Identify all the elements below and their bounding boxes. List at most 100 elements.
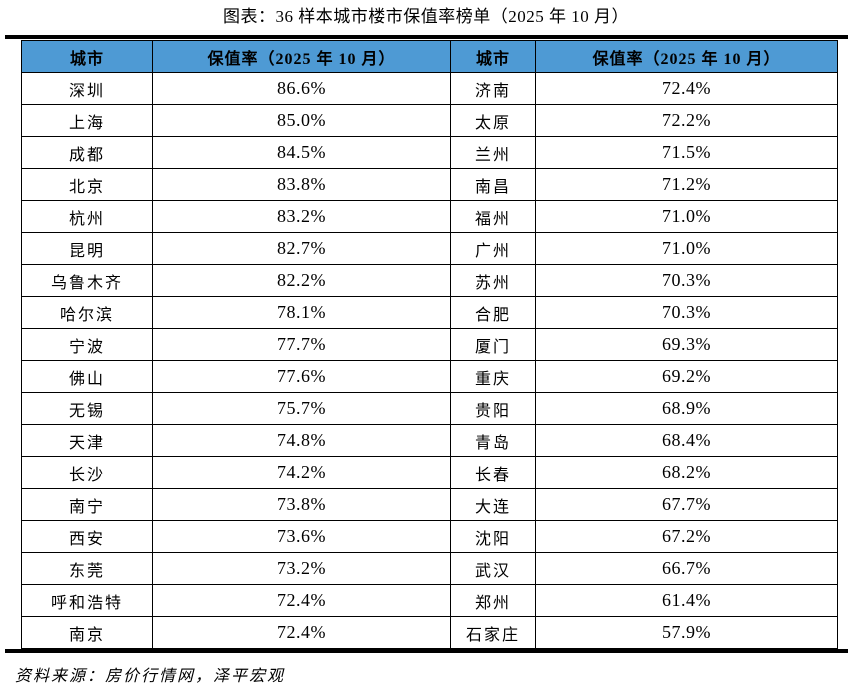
retention-rate-table: 城市 保值率（2025 年 10 月） 城市 保值率（2025 年 10 月） … <box>21 40 838 649</box>
city-cell: 长春 <box>450 456 536 489</box>
source-note: 资料来源：房价行情网，泽平宏观 <box>15 668 286 685</box>
table-row: 呼和浩特 72.4% 郑州 61.4% <box>21 584 838 617</box>
city-cell: 石家庄 <box>450 616 536 649</box>
table-row: 宁波 77.7% 厦门 69.3% <box>21 328 838 361</box>
city-cell: 东莞 <box>21 552 153 585</box>
rate-cell: 57.9% <box>535 616 838 649</box>
rate-cell: 71.0% <box>535 200 838 233</box>
city-cell: 西安 <box>21 520 153 553</box>
table-row: 北京 83.8% 南昌 71.2% <box>21 168 838 201</box>
rate-cell: 86.6% <box>152 72 451 105</box>
city-cell: 合肥 <box>450 296 536 329</box>
table-row: 成都 84.5% 兰州 71.5% <box>21 136 838 169</box>
city-cell: 无锡 <box>21 392 153 425</box>
city-cell: 苏州 <box>450 264 536 297</box>
rate-cell: 71.0% <box>535 232 838 265</box>
city-cell: 太原 <box>450 104 536 137</box>
table-row: 乌鲁木齐 82.2% 苏州 70.3% <box>21 264 838 297</box>
top-rule-divider <box>5 35 848 39</box>
rate-cell: 75.7% <box>152 392 451 425</box>
rate-cell: 67.7% <box>535 488 838 521</box>
city-cell: 重庆 <box>450 360 536 393</box>
header-row: 城市 保值率（2025 年 10 月） 城市 保值率（2025 年 10 月） <box>21 40 838 73</box>
table-row: 佛山 77.6% 重庆 69.2% <box>21 360 838 393</box>
rate-cell: 71.5% <box>535 136 838 169</box>
rate-cell: 73.8% <box>152 488 451 521</box>
city-cell: 南昌 <box>450 168 536 201</box>
table-row: 杭州 83.2% 福州 71.0% <box>21 200 838 233</box>
rate-cell: 77.7% <box>152 328 451 361</box>
city-cell: 青岛 <box>450 424 536 457</box>
rate-cell: 68.9% <box>535 392 838 425</box>
table-row: 上海 85.0% 太原 72.2% <box>21 104 838 137</box>
city-cell: 深圳 <box>21 72 153 105</box>
rate-cell: 85.0% <box>152 104 451 137</box>
rate-cell: 74.8% <box>152 424 451 457</box>
city-cell: 呼和浩特 <box>21 584 153 617</box>
table-row: 无锡 75.7% 贵阳 68.9% <box>21 392 838 425</box>
city-cell: 天津 <box>21 424 153 457</box>
city-cell: 佛山 <box>21 360 153 393</box>
table-body: 深圳 86.6% 济南 72.4% 上海 85.0% 太原 72.2% 成都 84.5% 兰州 71.… <box>21 72 838 649</box>
table-row: 长沙 74.2% 长春 68.2% <box>21 456 838 489</box>
rate-cell: 72.4% <box>152 616 451 649</box>
rate-cell: 72.4% <box>535 72 838 105</box>
rate-cell: 74.2% <box>152 456 451 489</box>
table-row: 昆明 82.7% 广州 71.0% <box>21 232 838 265</box>
city-cell: 乌鲁木齐 <box>21 264 153 297</box>
rate-cell: 83.8% <box>152 168 451 201</box>
city-cell: 杭州 <box>21 200 153 233</box>
city-cell: 沈阳 <box>450 520 536 553</box>
header-city-left: 城市 <box>21 40 153 73</box>
rate-cell: 70.3% <box>535 264 838 297</box>
city-cell: 北京 <box>21 168 153 201</box>
table-header: 城市 保值率（2025 年 10 月） 城市 保值率（2025 年 10 月） <box>21 40 838 73</box>
city-cell: 郑州 <box>450 584 536 617</box>
rate-cell: 71.2% <box>535 168 838 201</box>
table-row: 深圳 86.6% 济南 72.4% <box>21 72 838 105</box>
city-cell: 上海 <box>21 104 153 137</box>
rate-cell: 78.1% <box>152 296 451 329</box>
city-cell: 武汉 <box>450 552 536 585</box>
city-cell: 昆明 <box>21 232 153 265</box>
city-cell: 广州 <box>450 232 536 265</box>
city-cell: 厦门 <box>450 328 536 361</box>
city-cell: 成都 <box>21 136 153 169</box>
rate-cell: 61.4% <box>535 584 838 617</box>
city-cell: 南京 <box>21 616 153 649</box>
table-row: 西安 73.6% 沈阳 67.2% <box>21 520 838 553</box>
city-cell: 宁波 <box>21 328 153 361</box>
city-cell: 哈尔滨 <box>21 296 153 329</box>
rate-cell: 68.4% <box>535 424 838 457</box>
rate-cell: 73.2% <box>152 552 451 585</box>
header-rate-right: 保值率（2025 年 10 月） <box>535 40 838 73</box>
table-row: 天津 74.8% 青岛 68.4% <box>21 424 838 457</box>
bottom-rule-divider <box>5 649 848 653</box>
rate-cell: 73.6% <box>152 520 451 553</box>
rate-cell: 70.3% <box>535 296 838 329</box>
city-cell: 大连 <box>450 488 536 521</box>
rate-cell: 72.2% <box>535 104 838 137</box>
rate-cell: 69.3% <box>535 328 838 361</box>
city-cell: 兰州 <box>450 136 536 169</box>
header-rate-left: 保值率（2025 年 10 月） <box>152 40 451 73</box>
table-row: 哈尔滨 78.1% 合肥 70.3% <box>21 296 838 329</box>
table-row: 东莞 73.2% 武汉 66.7% <box>21 552 838 585</box>
rate-cell: 84.5% <box>152 136 451 169</box>
rate-cell: 68.2% <box>535 456 838 489</box>
header-city-right: 城市 <box>450 40 536 73</box>
city-cell: 贵阳 <box>450 392 536 425</box>
rate-cell: 69.2% <box>535 360 838 393</box>
city-cell: 福州 <box>450 200 536 233</box>
rate-cell: 67.2% <box>535 520 838 553</box>
table-row: 南宁 73.8% 大连 67.7% <box>21 488 838 521</box>
page-title: 图表：36 样本城市楼市保值率榜单（2025 年 10 月） <box>223 7 629 26</box>
rate-cell: 82.2% <box>152 264 451 297</box>
city-cell: 济南 <box>450 72 536 105</box>
rate-cell: 83.2% <box>152 200 451 233</box>
table-row: 南京 72.4% 石家庄 57.9% <box>21 616 838 649</box>
rate-cell: 77.6% <box>152 360 451 393</box>
rate-cell: 82.7% <box>152 232 451 265</box>
city-cell: 南宁 <box>21 488 153 521</box>
